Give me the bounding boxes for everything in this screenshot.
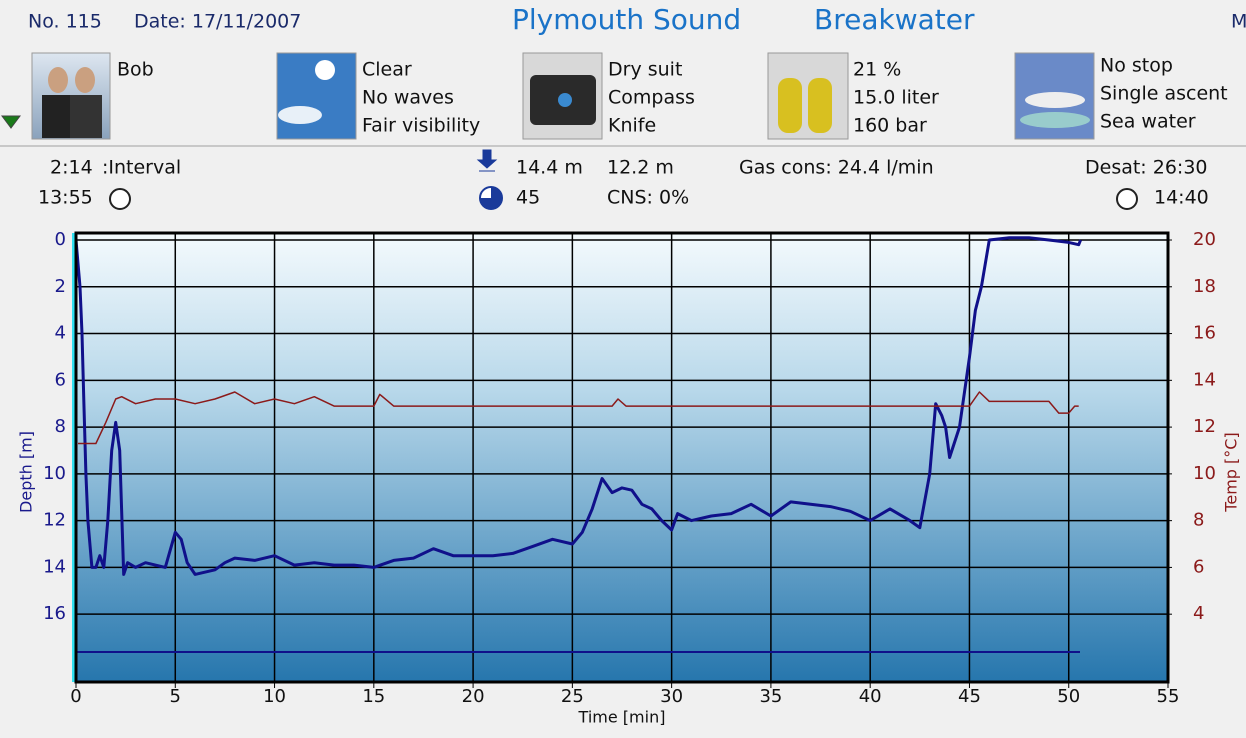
y-tick-label: 2 bbox=[55, 276, 66, 297]
item-text: No waves bbox=[362, 87, 454, 109]
y-tick-label: 14 bbox=[43, 556, 66, 577]
item-texts: Bob Clear No waves Fair visibility Dry suit C… bbox=[117, 55, 1228, 137]
x-tick-label: 5 bbox=[170, 686, 181, 707]
y2-tick-label: 18 bbox=[1193, 276, 1216, 297]
y2-tick-label: 14 bbox=[1193, 369, 1216, 390]
y2-tick-label: 16 bbox=[1193, 323, 1216, 344]
x-tick-label: 55 bbox=[1157, 686, 1180, 707]
y-tick-label: 4 bbox=[55, 323, 66, 344]
gas-consumption: Gas cons: 24.4 l/min bbox=[739, 157, 934, 179]
cut-text: M bbox=[1231, 11, 1246, 33]
dive-date: Date: 17/11/2007 bbox=[134, 11, 301, 33]
start-time: 13:55 bbox=[38, 187, 93, 209]
y-tick-label: 10 bbox=[43, 463, 66, 484]
plot-frame bbox=[74, 231, 1170, 684]
y2-axis-label: Temp [°C] bbox=[1222, 432, 1241, 512]
x-tick-label: 20 bbox=[462, 686, 485, 707]
dive-number: No. 115 bbox=[28, 11, 102, 33]
y-tick-label: 12 bbox=[43, 510, 66, 531]
x-tick-label: 45 bbox=[958, 686, 981, 707]
dropdown-arrow[interactable] bbox=[1, 115, 21, 129]
item-text: 21 % bbox=[853, 59, 901, 81]
max-depth: 14.4 m bbox=[516, 157, 583, 179]
y2-tick-label: 20 bbox=[1193, 229, 1216, 250]
site: Plymouth Sound bbox=[512, 3, 741, 36]
y-tick-label: 16 bbox=[43, 603, 66, 624]
end-time: 14:40 bbox=[1154, 187, 1209, 209]
cns: CNS: 0% bbox=[607, 187, 689, 209]
interval-time: 2:14 bbox=[50, 157, 93, 179]
x-tick-label: 0 bbox=[70, 686, 81, 707]
desaturation: Desat: 26:30 bbox=[1085, 157, 1208, 179]
x-axis-label: Time [min] bbox=[578, 708, 666, 727]
x-tick-label: 40 bbox=[859, 686, 882, 707]
depth-icon bbox=[476, 149, 498, 172]
y-tick-label: 8 bbox=[55, 416, 66, 437]
clock-icon bbox=[109, 188, 131, 210]
clock-icon bbox=[1116, 188, 1138, 210]
x-tick-label: 35 bbox=[759, 686, 782, 707]
item-text: Fair visibility bbox=[362, 115, 480, 137]
x-tick-label: 25 bbox=[561, 686, 584, 707]
item-text: Single ascent bbox=[1100, 83, 1228, 105]
item-text: 15.0 liter bbox=[853, 87, 939, 109]
y-axis-label: Depth [m] bbox=[17, 431, 36, 513]
icons bbox=[1, 52, 1095, 140]
interval-label: :Interval bbox=[102, 157, 181, 179]
y-tick-label: 6 bbox=[55, 369, 66, 390]
x-tick-label: 10 bbox=[263, 686, 286, 707]
temperature-line bbox=[78, 391, 1079, 445]
y-tick-label: 0 bbox=[55, 229, 66, 250]
x-tick-label: 30 bbox=[660, 686, 683, 707]
plot-area bbox=[76, 233, 1168, 682]
item-text: 160 bar bbox=[853, 115, 927, 137]
x-tick-label: 15 bbox=[362, 686, 385, 707]
duration: 45 bbox=[516, 187, 540, 209]
duration-fill bbox=[480, 187, 502, 209]
y2-tick-label: 10 bbox=[1193, 463, 1216, 484]
item-text: Clear bbox=[362, 59, 412, 81]
y2-tick-label: 4 bbox=[1193, 603, 1204, 624]
x-tick-label: 50 bbox=[1057, 686, 1080, 707]
item-text: Dry suit bbox=[608, 59, 682, 81]
y2-tick-label: 8 bbox=[1193, 510, 1204, 531]
item-text: Bob bbox=[117, 59, 154, 81]
item-text: Compass bbox=[608, 87, 695, 109]
avg-depth: 12.2 m bbox=[607, 157, 674, 179]
chart: 0 5 10 15 20 25 30 35 40 45 50 55 0 2 4 6 8 10 12 14 16 4 6 8 10… bbox=[43, 229, 1216, 707]
y2-tick-label: 12 bbox=[1193, 416, 1216, 437]
location: Breakwater bbox=[814, 3, 975, 36]
item-text: No stop bbox=[1100, 55, 1173, 77]
y2-tick-label: 6 bbox=[1193, 556, 1204, 577]
item-text: Sea water bbox=[1100, 111, 1196, 133]
item-text: Knife bbox=[608, 115, 656, 137]
